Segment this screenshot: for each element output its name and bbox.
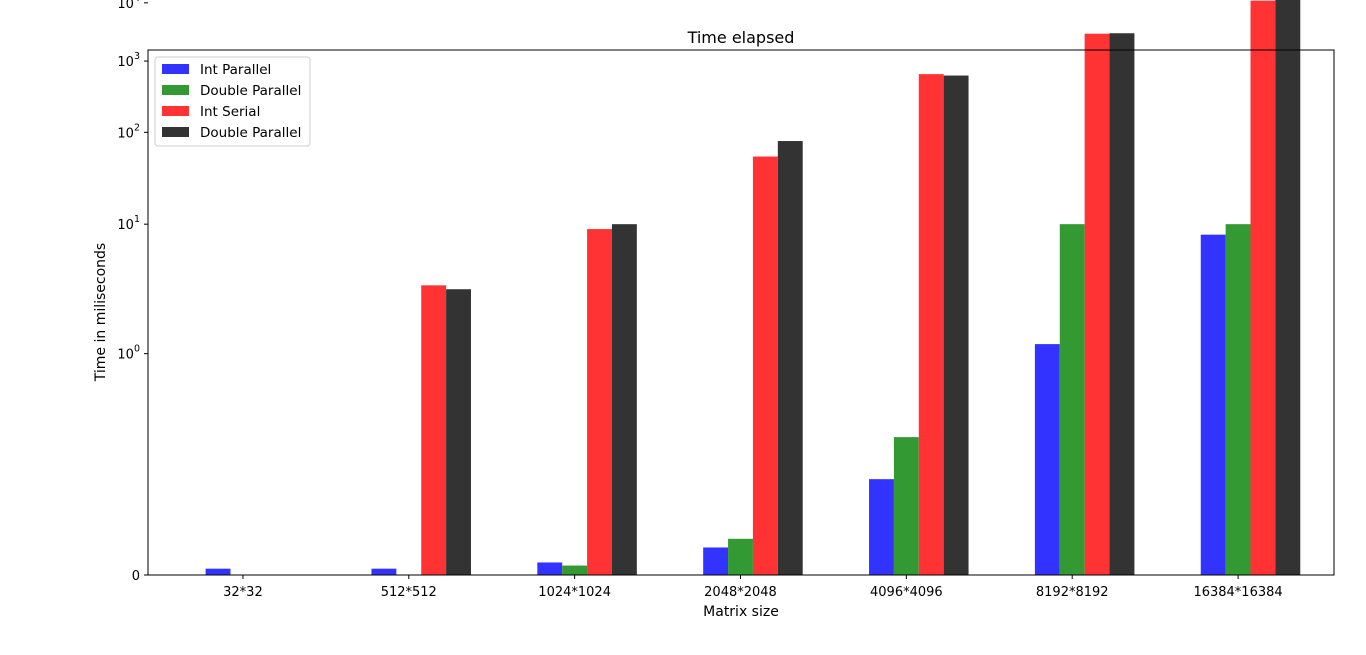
bar-double-parallel-4: [943, 75, 969, 576]
legend-label: Double Parallel: [200, 125, 301, 141]
bar-int-parallel-1: [371, 568, 397, 575]
bar-int-serial-6: [1250, 0, 1276, 576]
legend-swatch: [162, 127, 189, 137]
bar-int-parallel-2: [537, 562, 563, 575]
bar-int-parallel-5: [1034, 344, 1060, 575]
legend-label: Int Serial: [200, 104, 260, 120]
legend: Int Parallel Double Parallel Int Serial Dou…: [154, 56, 311, 147]
bar-int-parallel-6: [1200, 234, 1226, 575]
bar-int-serial-3: [752, 156, 778, 576]
y-tick-label: 104: [117, 0, 140, 12]
y-tick-label: 100: [117, 344, 140, 363]
x-axis-label: Matrix size: [703, 604, 779, 620]
bar-int-serial-1: [421, 285, 447, 575]
bar-int-parallel-4: [869, 479, 894, 575]
bar-int-serial-5: [1084, 33, 1110, 575]
legend-swatch: [162, 85, 189, 95]
bar-double-parallel-6: [1225, 224, 1251, 575]
x-tick-label: 512*512: [381, 585, 437, 600]
bar-double-parallel-6: [1275, 0, 1301, 575]
y-axis-label: Time in miliseconds: [93, 243, 109, 382]
bar-double-parallel-3: [777, 141, 803, 576]
y-tick-label: 101: [117, 214, 140, 233]
bar-double-parallel-5: [1059, 224, 1085, 575]
bar-int-serial-4: [918, 74, 944, 575]
legend-swatch: [162, 64, 189, 74]
x-tick-label: 32*32: [223, 585, 263, 600]
x-tick-label: 4096*4096: [870, 585, 943, 600]
bar-int-parallel-3: [703, 547, 729, 575]
plot-area-frame: [147, 49, 1335, 576]
bar-int-parallel-0: [205, 568, 231, 575]
legend-label: Double Parallel: [200, 83, 301, 99]
bar-double-parallel-3: [728, 538, 753, 575]
bars-group: [205, 0, 1301, 576]
y-tick-label: 0: [132, 569, 140, 584]
y-tick-label: 103: [117, 51, 140, 70]
legend-box: [154, 56, 311, 147]
bar-double-parallel-4: [893, 437, 919, 575]
bar-double-parallel-5: [1109, 33, 1135, 575]
legend-swatch: [162, 106, 189, 116]
x-axis-ticks: 32*32 512*512 1024*1024 2048*2048 4096*4096 8…: [223, 575, 1283, 600]
bar-int-serial-2: [587, 229, 612, 575]
x-tick-label: 2048*2048: [704, 585, 777, 600]
chart-title: Time elapsed: [687, 28, 795, 47]
x-tick-label: 8192*8192: [1036, 585, 1109, 600]
y-axis-ticks: 0 100 101 102 103 104: [117, 0, 148, 584]
y-tick-label: 102: [117, 122, 140, 141]
bar-double-parallel-2: [562, 565, 588, 575]
legend-label: Int Parallel: [200, 62, 271, 78]
bar-double-parallel-1: [446, 289, 471, 575]
bar-double-parallel-2: [611, 224, 637, 575]
x-tick-label: 16384*16384: [1193, 585, 1282, 600]
x-tick-label: 1024*1024: [538, 585, 611, 600]
